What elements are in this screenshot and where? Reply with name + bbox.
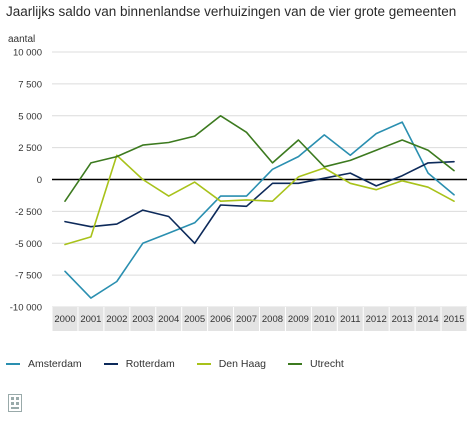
x-tick-label: 2000 — [54, 314, 75, 325]
series-line-rotterdam — [64, 160, 455, 245]
x-tick-label: 2015 — [443, 314, 464, 325]
legend-item: Rotterdam — [103, 358, 175, 370]
legend-swatch — [196, 363, 211, 365]
series-line-utrecht — [64, 115, 455, 202]
y-axis-label: aantal — [8, 34, 36, 45]
legend-label: Utrecht — [310, 358, 344, 370]
legend-swatch — [6, 363, 20, 365]
x-tick-label: 2010 — [314, 314, 335, 325]
x-tick-label: 2012 — [366, 314, 387, 325]
legend-item: Den Haag — [196, 358, 266, 370]
legend-item: Amsterdam — [6, 358, 82, 370]
x-tick-label: 2009 — [288, 314, 309, 325]
x-tick-label: 2014 — [418, 314, 439, 325]
y-tick-label: 0 — [37, 175, 42, 186]
legend-label: Rotterdam — [125, 358, 175, 370]
y-tick-label: -2 500 — [15, 207, 42, 218]
x-tick-label: 2008 — [262, 314, 283, 325]
y-tick-label: -5 000 — [15, 239, 42, 250]
chart-title: Jaarlijks saldo van binnenlandse verhuiz… — [6, 4, 457, 19]
legend-label: Amsterdam — [28, 358, 82, 370]
y-tick-label: 2 500 — [18, 143, 42, 154]
legend: Amsterdam Rotterdam Den Haag Utrecht — [6, 358, 366, 370]
x-tick-label: 2003 — [132, 314, 153, 325]
y-tick-label: 5 000 — [18, 111, 42, 122]
series-lines — [64, 115, 455, 299]
y-tick-label: -7 500 — [15, 271, 42, 282]
series-line-amsterdam — [64, 121, 455, 299]
cbs-logo-icon — [8, 394, 22, 412]
x-tick-label: 2007 — [236, 314, 257, 325]
x-tick-label: 2011 — [340, 314, 360, 325]
legend-label: Den Haag — [218, 358, 266, 370]
legend-swatch — [103, 363, 118, 365]
legend-swatch — [288, 363, 302, 365]
x-tick-label: 2005 — [184, 314, 205, 325]
y-tick-label: 10 000 — [13, 48, 42, 59]
legend-item: Utrecht — [288, 358, 344, 370]
y-axis-ticks: 10 000 7 500 5 000 2 500 0 -2 500 -5 000 -7 500… — [10, 48, 42, 314]
series-line-den-haag — [64, 154, 455, 246]
x-tick-label: 2002 — [106, 314, 127, 325]
x-tick-label: 2006 — [210, 314, 231, 325]
x-axis: 2000 2001 2002 2003 2004 2005 2006 2007 2008 2009… — [51, 307, 468, 331]
y-tick-label: 7 500 — [18, 79, 42, 90]
y-tick-label: -10 000 — [10, 303, 42, 314]
grid-lines — [52, 51, 467, 308]
x-tick-label: 2013 — [392, 314, 413, 325]
x-tick-label: 2001 — [80, 314, 101, 325]
x-tick-label: 2004 — [158, 314, 179, 325]
